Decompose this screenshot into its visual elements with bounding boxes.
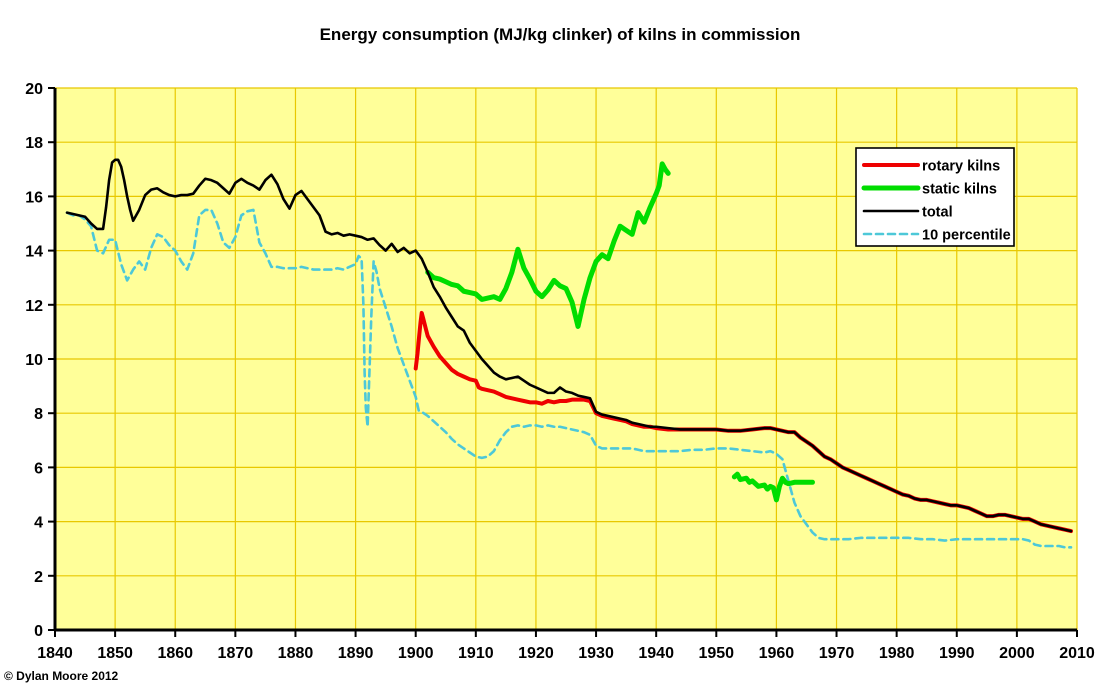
x-tick-label: 1910 [458, 645, 494, 662]
x-tick-label: 1940 [638, 645, 674, 662]
y-tick-label: 10 [25, 352, 43, 369]
y-tick-label: 16 [25, 189, 43, 206]
chart-title: Energy consumption (MJ/kg clinker) of ki… [319, 25, 801, 44]
x-tick-label: 1870 [218, 645, 254, 662]
legend-label-10-percentile: 10 percentile [922, 228, 1011, 244]
x-tick-label: 1850 [97, 645, 133, 662]
x-tick-label: 2010 [1059, 645, 1095, 662]
x-tick-label: 1990 [939, 645, 975, 662]
tick-labels: 0 2 4 6 8 10 12 14 16 18 20 1840 1850 1860 1870 1880 189… [25, 81, 1095, 662]
y-tick-label: 12 [25, 298, 43, 315]
y-tick-label: 6 [34, 460, 43, 477]
copyright-notice: © Dylan Moore 2012 [4, 669, 119, 683]
y-tick-label: 2 [34, 569, 43, 586]
series-line-static-kilns [425, 161, 671, 329]
x-tick-label: 1920 [518, 645, 554, 662]
y-tick-label: 8 [34, 406, 43, 423]
grid-lines [55, 87, 1078, 630]
series-line-total [65, 158, 1073, 533]
legend-label-rotary-kilns: rotary kilns [922, 159, 1000, 175]
x-tick-label: 1860 [157, 645, 193, 662]
legend-label-total: total [922, 205, 953, 221]
x-tick-label: 1960 [759, 645, 795, 662]
y-tick-label: 0 [34, 623, 43, 640]
x-tick-label: 1930 [578, 645, 614, 662]
y-tick-label: 18 [25, 135, 43, 152]
y-tick-label: 4 [34, 515, 43, 532]
x-tick-label: 1900 [398, 645, 434, 662]
legend-label-static-kilns: static kilns [922, 182, 997, 198]
x-tick-label: 2000 [999, 645, 1035, 662]
x-tick-label: 1840 [37, 645, 73, 662]
chart-legend: rotary kilns static kilns total 10 percenti… [855, 147, 1015, 247]
series-group [65, 158, 1073, 549]
x-tick-label: 1890 [338, 645, 374, 662]
series-line-10-percentile [65, 208, 1073, 549]
x-tick-label: 1980 [879, 645, 915, 662]
x-tick-label: 1880 [278, 645, 314, 662]
series-line-static-kilns [731, 471, 815, 503]
y-tick-label: 14 [25, 244, 43, 261]
x-tick-label: 1970 [819, 645, 855, 662]
x-tick-label: 1950 [698, 645, 734, 662]
y-tick-label: 20 [25, 81, 43, 98]
